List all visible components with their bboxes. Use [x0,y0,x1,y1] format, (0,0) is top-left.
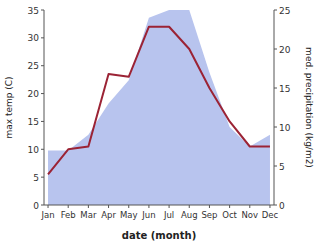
y-tick-label: 0 [33,201,39,211]
x-tick [108,205,109,208]
y-tick [41,205,44,206]
x-tick [48,205,49,208]
x-axis-label: date (month) [122,230,196,241]
y-tick [41,65,44,66]
x-tick [229,205,230,208]
x-tick-label: Jun [141,210,155,220]
y2-tick [274,166,277,167]
x-tick [88,205,89,208]
x-tick [209,205,210,208]
x-tick-label: Nov [241,210,258,220]
y2-tick [274,49,277,50]
x-tick [249,205,250,208]
y2-tick [274,10,277,11]
y2-tick-label: 15 [279,84,290,94]
x-tick-label: Jul [163,210,174,220]
y-tick-label: 35 [28,6,39,16]
x-tick [148,205,149,208]
chart: 051015202530350510152025JanFebMarAprMayJ… [0,0,318,247]
x-tick-label: Feb [61,210,76,220]
y2-tick-label: 0 [279,201,285,211]
y-tick [41,10,44,11]
y-tick-label: 20 [28,89,40,99]
y-tick-label: 15 [28,117,39,127]
x-tick [169,205,170,208]
x-tick-label: Apr [101,210,116,220]
y-tick [41,177,44,178]
x-tick-label: Mar [80,210,97,220]
x-tick-label: Oct [222,210,237,220]
y2-tick-label: 20 [279,45,291,55]
y2-tick [274,205,277,206]
precipitation-area [48,10,270,205]
x-tick-label: May [120,210,138,220]
plot-area [48,10,270,205]
y-axis-line [44,10,45,205]
y-tick [41,121,44,122]
y-tick [41,149,44,150]
y-axis-label: max temp (C) [4,76,14,138]
x-tick [68,205,69,208]
x-tick-label: Dec [262,210,279,220]
y-tick [41,37,44,38]
x-tick [189,205,190,208]
y-tick-label: 5 [33,173,39,183]
y2-tick-label: 10 [279,123,291,133]
y2-tick [274,127,277,128]
y2-axis-label: med. precipitation (kg/m2) [304,47,314,168]
y2-axis-line [274,10,275,205]
y-tick-label: 30 [28,33,40,43]
x-tick-label: Aug [181,210,198,220]
x-tick [269,205,270,208]
y2-tick-label: 5 [279,162,285,172]
x-tick-label: Jan [40,210,54,220]
y-tick [41,93,44,94]
y-tick-label: 25 [28,61,39,71]
temperature-line [48,27,270,175]
y2-tick [274,88,277,89]
x-axis-line [44,205,274,206]
x-tick-label: Sep [201,210,217,220]
y-tick-label: 10 [28,145,40,155]
x-tick [128,205,129,208]
y2-tick-label: 25 [279,6,290,16]
